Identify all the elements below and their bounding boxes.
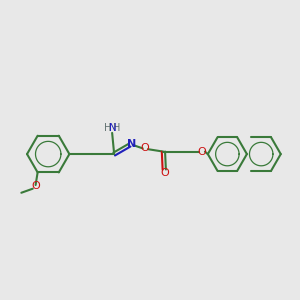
Text: O: O <box>198 147 206 157</box>
Text: H: H <box>113 123 121 133</box>
Text: O: O <box>141 143 149 153</box>
Text: O: O <box>31 181 40 191</box>
Text: O: O <box>160 168 169 178</box>
Text: H: H <box>104 123 112 133</box>
Text: N: N <box>127 139 136 149</box>
Text: N: N <box>109 123 116 133</box>
